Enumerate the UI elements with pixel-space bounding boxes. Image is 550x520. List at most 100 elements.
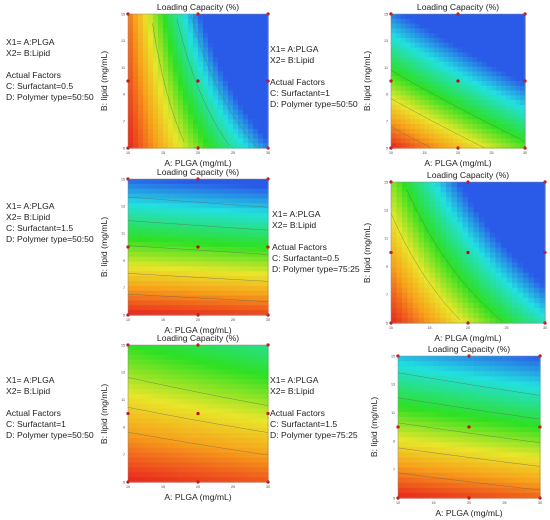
heat-cell [539, 217, 546, 223]
heat-cell [510, 18, 517, 25]
heat-cell [491, 143, 497, 149]
heat-cell [218, 281, 224, 287]
heat-cell [133, 104, 139, 111]
heat-cell [258, 345, 264, 351]
heat-cell [143, 47, 149, 53]
heat-cell [418, 391, 424, 398]
heat-cell [193, 379, 199, 385]
heat-cell [168, 193, 174, 200]
heat-cell [238, 285, 244, 292]
heat-cell [133, 442, 139, 449]
heat-cell [423, 437, 430, 443]
heat-cell [183, 271, 189, 277]
heat-cell [223, 462, 229, 468]
heat-cell [133, 295, 139, 302]
heat-cell [208, 354, 214, 361]
y-tick-label: 5 [123, 146, 125, 150]
heat-cell [218, 143, 224, 149]
heat-cell [398, 442, 404, 448]
heat-cell [153, 428, 159, 434]
heat-cell [143, 290, 149, 297]
heat-cell [208, 42, 214, 49]
heat-cell [223, 198, 229, 204]
heat-cell [539, 282, 546, 289]
heat-cell [413, 222, 420, 228]
heat-cell [173, 133, 179, 140]
heat-cell [514, 482, 521, 489]
heat-cell [188, 81, 194, 87]
heat-cell [486, 66, 493, 73]
heat-cell [148, 85, 154, 92]
heat-cell [434, 138, 440, 144]
heat-cell [490, 207, 497, 213]
heat-cell [468, 257, 475, 264]
heat-cell [424, 282, 431, 289]
heat-cell [228, 467, 234, 473]
heat-cell [233, 66, 239, 73]
heat-cell [501, 124, 507, 130]
x-tick-label: 25 [490, 151, 494, 155]
heat-cell [428, 467, 435, 474]
heat-cell [178, 23, 184, 29]
heat-cell [429, 28, 435, 34]
heat-cell [418, 207, 425, 213]
heat-cell [405, 61, 411, 68]
heat-cell [198, 276, 204, 282]
heat-cell [158, 300, 164, 306]
heat-cell [143, 37, 149, 44]
heat-cell [163, 61, 169, 68]
heat-cell [263, 477, 269, 483]
heat-cell [391, 143, 397, 149]
heat-cell [391, 257, 398, 264]
heat-cell [133, 290, 139, 297]
heat-cell [148, 433, 154, 439]
heat-cell [253, 374, 259, 380]
heat-cell [168, 179, 174, 185]
heat-cell [208, 256, 214, 263]
heat-cell [258, 133, 264, 140]
heat-cell [168, 290, 174, 297]
heat-cell [440, 292, 447, 299]
heat-cell [505, 71, 512, 77]
heat-cell [469, 467, 475, 474]
heat-cell [408, 467, 414, 474]
heat-cell [484, 381, 490, 388]
heat-cell [248, 413, 254, 419]
heat-cell [178, 61, 184, 68]
heat-cell [472, 124, 478, 130]
heat-cell [258, 403, 264, 410]
heat-cell [238, 232, 244, 238]
heat-cell [443, 462, 450, 469]
heat-cell [243, 300, 249, 306]
heat-cell [143, 203, 149, 209]
heat-cell [413, 361, 419, 367]
heat-cell [248, 33, 254, 39]
heat-cell [504, 437, 511, 443]
heat-cell [203, 413, 209, 419]
heat-cell [183, 37, 189, 44]
heat-cell [391, 61, 397, 68]
heat-cell [158, 61, 164, 68]
heat-cell [243, 143, 249, 149]
heat-cell [153, 138, 159, 144]
heat-cell [163, 66, 169, 73]
heat-cell [183, 276, 189, 282]
heat-cell [188, 222, 194, 229]
heat-cell [400, 143, 406, 149]
heat-cell [443, 128, 450, 135]
heat-cell [208, 188, 214, 195]
heat-cell [258, 76, 264, 82]
heat-cell [524, 421, 531, 428]
heat-cell [218, 133, 224, 140]
heat-cell [517, 282, 524, 289]
heat-cell [413, 307, 420, 314]
heat-cell [494, 396, 501, 403]
heat-cell [438, 104, 445, 111]
heat-cell [193, 109, 199, 116]
heat-cell [479, 487, 485, 494]
heat-cell [233, 18, 239, 25]
heat-cell [193, 374, 199, 380]
heat-cell [253, 462, 259, 468]
heat-cell [213, 18, 219, 25]
heat-cell [496, 42, 502, 49]
